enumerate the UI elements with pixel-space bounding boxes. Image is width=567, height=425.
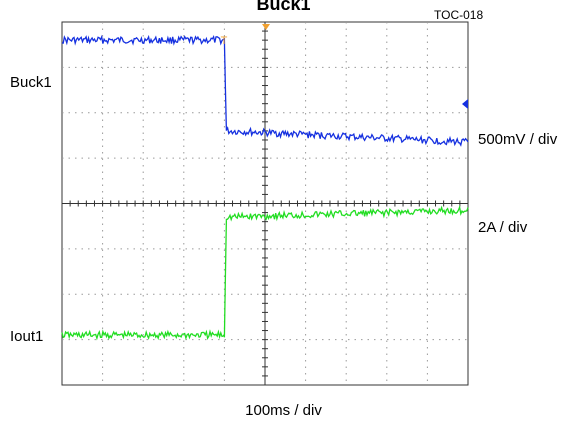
chart-title: Buck1 <box>256 0 311 14</box>
channel2-scale: 2A / div <box>478 219 528 236</box>
ground-reference-icon <box>462 99 468 109</box>
timebase-label: 100ms / div <box>245 402 322 419</box>
trace-buck1 <box>61 34 469 147</box>
grid <box>61 21 469 386</box>
figure-code: TOC-018 <box>434 8 484 22</box>
traces <box>61 34 469 341</box>
trace-iout1 <box>61 204 469 341</box>
channel1-scale: 500mV / div <box>478 131 558 148</box>
trigger-marker: T <box>221 35 228 47</box>
channel2-label: Iout1 <box>10 328 44 345</box>
trigger-arrow-icon <box>262 24 270 30</box>
channel1-label: Buck1 <box>10 74 52 91</box>
